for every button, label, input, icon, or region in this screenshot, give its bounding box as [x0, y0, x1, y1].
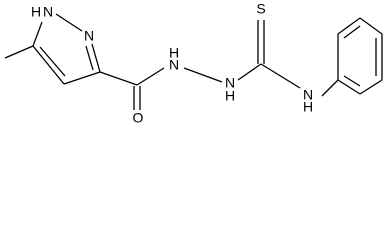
bond [32, 21, 43, 47]
bond [237, 63, 262, 81]
bond [55, 13, 83, 32]
atom-label: S [256, 1, 265, 17]
bond [337, 79, 361, 95]
bond [321, 79, 339, 97]
bond [91, 43, 101, 73]
atom-label: N [169, 57, 179, 73]
bond [85, 45, 94, 71]
atom-label: N [43, 4, 53, 20]
bond [343, 25, 361, 39]
bond [337, 17, 361, 35]
bond [63, 71, 101, 85]
bond [4, 45, 34, 59]
bond [359, 79, 383, 95]
bond [343, 75, 361, 87]
bond [39, 46, 66, 77]
atom-h: H [169, 45, 179, 61]
bond [260, 63, 301, 89]
atom-label: N [225, 75, 235, 91]
atom-label: N [84, 28, 94, 44]
bond [99, 71, 138, 86]
atom-h: H [225, 88, 235, 104]
atom-h: H [303, 99, 313, 115]
bond [136, 67, 165, 86]
bonds [4, 13, 383, 110]
bond [183, 67, 223, 83]
atom-label: N [303, 87, 313, 103]
atom-h: H [31, 4, 41, 20]
atom-label: O [133, 110, 144, 126]
structure-diagram: H N N O H N N H S N H [4, 1, 383, 126]
bond [32, 45, 65, 85]
atom-labels: H N N O H N N H S N H [31, 1, 313, 126]
bond [359, 17, 383, 35]
